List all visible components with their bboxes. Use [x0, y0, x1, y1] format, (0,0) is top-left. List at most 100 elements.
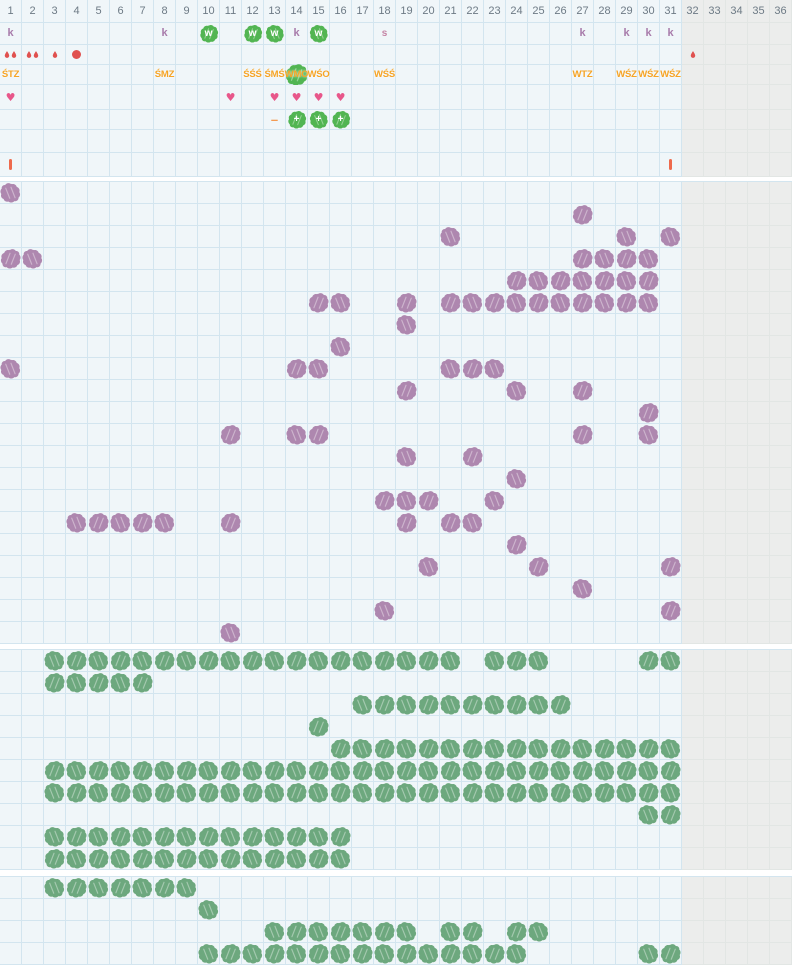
grid-cell[interactable] — [682, 182, 704, 204]
grid-cell[interactable] — [66, 182, 88, 204]
grid-cell[interactable] — [374, 226, 396, 248]
grid-cell[interactable]: 33 — [704, 0, 726, 23]
grid-cell[interactable] — [44, 153, 66, 177]
grid-cell[interactable] — [286, 760, 308, 782]
grid-cell[interactable] — [110, 578, 132, 600]
grid-cell[interactable] — [660, 402, 682, 424]
grid-cell[interactable]: – — [264, 110, 286, 130]
grid-cell[interactable] — [704, 848, 726, 870]
grid-cell[interactable] — [396, 943, 418, 965]
grid-cell[interactable] — [550, 45, 572, 65]
grid-cell[interactable] — [770, 336, 792, 358]
grid-cell[interactable] — [374, 292, 396, 314]
grid-cell[interactable] — [88, 490, 110, 512]
grid-cell[interactable]: 11 — [220, 0, 242, 23]
grid-cell[interactable] — [176, 65, 198, 85]
grid-cell[interactable] — [176, 446, 198, 468]
grid-cell[interactable] — [484, 899, 506, 921]
grid-cell[interactable] — [374, 270, 396, 292]
grid-cell[interactable] — [374, 622, 396, 644]
grid-cell[interactable] — [682, 45, 704, 65]
grid-cell[interactable] — [44, 716, 66, 738]
grid-cell[interactable] — [770, 23, 792, 45]
grid-cell[interactable] — [572, 512, 594, 534]
grid-cell[interactable] — [572, 45, 594, 65]
grid-cell[interactable] — [528, 782, 550, 804]
grid-cell[interactable] — [506, 446, 528, 468]
grid-cell[interactable] — [572, 943, 594, 965]
grid-cell[interactable]: WŚO — [307, 65, 330, 85]
grid-cell[interactable] — [0, 760, 22, 782]
grid-cell[interactable] — [726, 578, 748, 600]
grid-cell[interactable] — [110, 600, 132, 622]
grid-cell[interactable] — [682, 380, 704, 402]
grid-cell[interactable] — [132, 130, 154, 153]
grid-cell[interactable] — [484, 738, 506, 760]
grid-cell[interactable] — [132, 512, 154, 534]
grid-cell[interactable] — [506, 672, 528, 694]
grid-cell[interactable] — [198, 650, 220, 672]
grid-cell[interactable] — [506, 358, 528, 380]
grid-cell[interactable] — [638, 226, 660, 248]
grid-cell[interactable] — [748, 358, 770, 380]
grid-cell[interactable] — [330, 204, 352, 226]
grid-cell[interactable] — [440, 782, 462, 804]
grid-cell[interactable] — [638, 424, 660, 446]
grid-cell[interactable] — [66, 556, 88, 578]
grid-cell[interactable] — [484, 716, 506, 738]
grid-cell[interactable] — [176, 738, 198, 760]
grid-cell[interactable]: ♥ — [220, 85, 242, 110]
grid-cell[interactable] — [374, 694, 396, 716]
grid-cell[interactable] — [528, 578, 550, 600]
grid-cell[interactable] — [176, 402, 198, 424]
grid-cell[interactable] — [352, 534, 374, 556]
grid-cell[interactable] — [22, 314, 44, 336]
grid-cell[interactable] — [220, 446, 242, 468]
grid-cell[interactable] — [418, 921, 440, 943]
grid-cell[interactable] — [308, 921, 330, 943]
grid-cell[interactable] — [0, 512, 22, 534]
grid-cell[interactable] — [726, 248, 748, 270]
grid-cell[interactable] — [440, 578, 462, 600]
grid-cell[interactable] — [660, 782, 682, 804]
grid-cell[interactable] — [330, 226, 352, 248]
grid-cell[interactable] — [22, 877, 44, 899]
grid-cell[interactable] — [616, 85, 638, 110]
grid-cell[interactable] — [704, 153, 726, 177]
grid-cell[interactable] — [770, 204, 792, 226]
grid-cell[interactable] — [726, 182, 748, 204]
grid-cell[interactable] — [726, 226, 748, 248]
grid-cell[interactable] — [704, 899, 726, 921]
grid-cell[interactable] — [374, 738, 396, 760]
grid-cell[interactable] — [550, 65, 572, 85]
grid-cell[interactable] — [638, 826, 660, 848]
grid-cell[interactable] — [396, 556, 418, 578]
grid-cell[interactable] — [616, 424, 638, 446]
grid-cell[interactable] — [110, 826, 132, 848]
grid-cell[interactable] — [770, 534, 792, 556]
grid-cell[interactable] — [396, 848, 418, 870]
grid-cell[interactable] — [726, 622, 748, 644]
grid-cell[interactable] — [704, 490, 726, 512]
grid-cell[interactable] — [594, 65, 616, 85]
grid-cell[interactable] — [44, 182, 66, 204]
grid-cell[interactable] — [0, 622, 22, 644]
grid-cell[interactable] — [374, 490, 396, 512]
grid-cell[interactable] — [484, 600, 506, 622]
grid-cell[interactable] — [132, 336, 154, 358]
grid-cell[interactable]: k — [154, 23, 176, 45]
grid-cell[interactable] — [396, 804, 418, 826]
grid-cell[interactable] — [264, 468, 286, 490]
grid-cell[interactable] — [418, 182, 440, 204]
grid-cell[interactable] — [352, 130, 374, 153]
grid-cell[interactable] — [132, 23, 154, 45]
grid-cell[interactable] — [88, 314, 110, 336]
grid-cell[interactable] — [132, 694, 154, 716]
grid-cell[interactable] — [682, 943, 704, 965]
grid-cell[interactable] — [572, 204, 594, 226]
grid-cell[interactable] — [440, 336, 462, 358]
grid-cell[interactable] — [330, 760, 352, 782]
grid-cell[interactable] — [594, 130, 616, 153]
grid-cell[interactable] — [242, 943, 264, 965]
grid-cell[interactable] — [44, 292, 66, 314]
